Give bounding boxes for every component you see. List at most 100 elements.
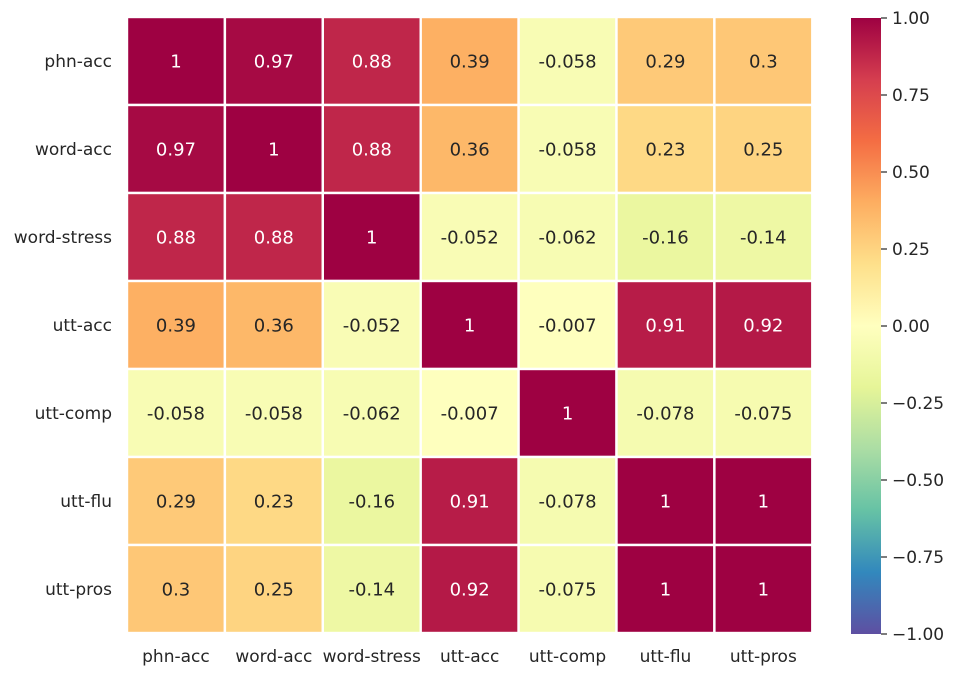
cell-value-label: 0.25: [743, 140, 783, 161]
cell-value-label: 1: [170, 52, 181, 73]
cell-value-label: -0.078: [539, 492, 597, 513]
cell-value-label: 0.88: [352, 52, 392, 73]
cell-value-label: 0.29: [156, 492, 196, 513]
heatmap-cell: [713, 191, 814, 283]
heatmap-cell: [615, 191, 716, 283]
heatmap-cell: [125, 15, 227, 107]
cell-value-label: 0.3: [162, 580, 191, 601]
heatmap-cell-labels: 1 0.97 0.88 0.39 -0.058 0.29 0.3 0.97 1 0.88 0.36 -…: [147, 52, 792, 601]
heatmap-cell: [517, 191, 618, 283]
heatmap-cell: [615, 279, 716, 371]
cell-value-label: 0.88: [156, 228, 196, 249]
heatmap-cell: [713, 279, 814, 371]
column-tick-label: utt-comp: [529, 647, 606, 667]
cell-value-label: 1: [758, 580, 769, 601]
row-tick-label: utt-pros: [45, 580, 112, 600]
row-tick-label: phn-acc: [44, 52, 112, 72]
colorbar-tick-label: 0.25: [892, 240, 930, 260]
cell-value-label: 0.97: [254, 52, 294, 73]
colorbar: 1.00 0.75 0.50 0.25 0.00 −0.25 −0.50 −0.75 −1.00: [851, 9, 944, 645]
cell-value-label: 0.88: [254, 228, 294, 249]
heatmap-cell: [125, 455, 227, 547]
cell-value-label: 0.23: [645, 140, 685, 161]
cell-value-label: -0.052: [343, 316, 401, 337]
heatmap-cell: [223, 191, 324, 283]
cell-value-label: -0.062: [343, 404, 401, 425]
heatmap-cell: [615, 15, 716, 107]
colorbar-tick-label: −0.50: [892, 471, 944, 491]
heatmap-cell: [223, 455, 324, 547]
column-tick-label: word-acc: [235, 647, 312, 667]
cell-value-label: -0.058: [245, 404, 303, 425]
heatmap-cell: [517, 543, 618, 635]
cell-value-label: -0.058: [539, 140, 597, 161]
heatmap-cell: [517, 455, 618, 547]
row-tick-label: utt-comp: [35, 404, 112, 424]
heatmap-cell: [125, 367, 227, 459]
heatmap-cell: [125, 103, 227, 195]
cell-value-label: -0.078: [636, 404, 694, 425]
cell-value-label: 1: [562, 404, 573, 425]
heatmap-cell: [125, 279, 227, 371]
heatmap-cell: [223, 279, 324, 371]
cell-value-label: 1: [660, 580, 671, 601]
cell-value-label: 0.91: [645, 316, 685, 337]
heatmap-cell: [321, 543, 422, 635]
cell-value-label: 0.25: [254, 580, 294, 601]
colorbar-gradient-bar: [851, 18, 881, 634]
cell-value-label: -0.062: [539, 228, 597, 249]
cell-value-label: -0.16: [348, 492, 395, 513]
heatmap-cell: [713, 543, 814, 635]
heatmap-cell: [321, 191, 422, 283]
heatmap-cell: [419, 191, 520, 283]
heatmap-cell: [713, 455, 814, 547]
cell-value-label: -0.075: [734, 404, 792, 425]
cell-value-label: 0.36: [450, 140, 490, 161]
heatmap-cells: [125, 15, 814, 635]
cell-value-label: -0.058: [147, 404, 205, 425]
column-tick-label: utt-flu: [640, 647, 692, 667]
column-tick-labels: phn-acc word-acc word-stress utt-acc utt-com…: [142, 647, 797, 667]
colorbar-tick-label: −0.25: [892, 394, 944, 414]
heatmap-cell: [321, 367, 422, 459]
cell-value-label: -0.058: [539, 52, 597, 73]
cell-value-label: 0.39: [156, 316, 196, 337]
cell-value-label: 0.92: [743, 316, 783, 337]
colorbar-tick-label: 1.00: [892, 9, 930, 29]
cell-value-label: 1: [268, 140, 279, 161]
cell-value-label: 0.97: [156, 140, 196, 161]
column-tick-label: utt-acc: [440, 647, 499, 667]
row-tick-label: word-stress: [14, 228, 112, 248]
colorbar-tick-label: 0.50: [892, 163, 930, 183]
cell-value-label: 1: [758, 492, 769, 513]
cell-value-label: 0.23: [254, 492, 294, 513]
cell-value-label: 0.39: [450, 52, 490, 73]
cell-value-label: -0.14: [348, 580, 395, 601]
heatmap-cell: [517, 103, 618, 195]
cell-value-label: 0.88: [352, 140, 392, 161]
heatmap-cell: [321, 103, 422, 195]
heatmap-cell: [615, 543, 716, 635]
row-tick-labels: phn-acc word-acc word-stress utt-acc utt-com…: [14, 52, 112, 600]
cell-value-label: -0.16: [642, 228, 689, 249]
cell-value-label: 1: [464, 316, 475, 337]
cell-value-label: 0.29: [645, 52, 685, 73]
heatmap-cell: [419, 543, 520, 635]
cell-value-label: 0.36: [254, 316, 294, 337]
row-tick-label: utt-flu: [60, 492, 112, 512]
cell-value-label: 1: [660, 492, 671, 513]
cell-value-label: -0.052: [441, 228, 499, 249]
column-tick-label: word-stress: [323, 647, 421, 667]
row-tick-label: utt-acc: [53, 316, 112, 336]
cell-value-label: 0.92: [450, 580, 490, 601]
heatmap-cell: [713, 103, 814, 195]
cell-value-label: -0.075: [539, 580, 597, 601]
colorbar-tick-label: 0.75: [892, 86, 930, 106]
column-tick-label: phn-acc: [142, 647, 210, 667]
cell-value-label: -0.007: [539, 316, 597, 337]
cell-value-label: 0.91: [450, 492, 490, 513]
cell-value-label: -0.14: [740, 228, 787, 249]
heatmap-cell: [223, 15, 324, 107]
cell-value-label: 1: [366, 228, 377, 249]
